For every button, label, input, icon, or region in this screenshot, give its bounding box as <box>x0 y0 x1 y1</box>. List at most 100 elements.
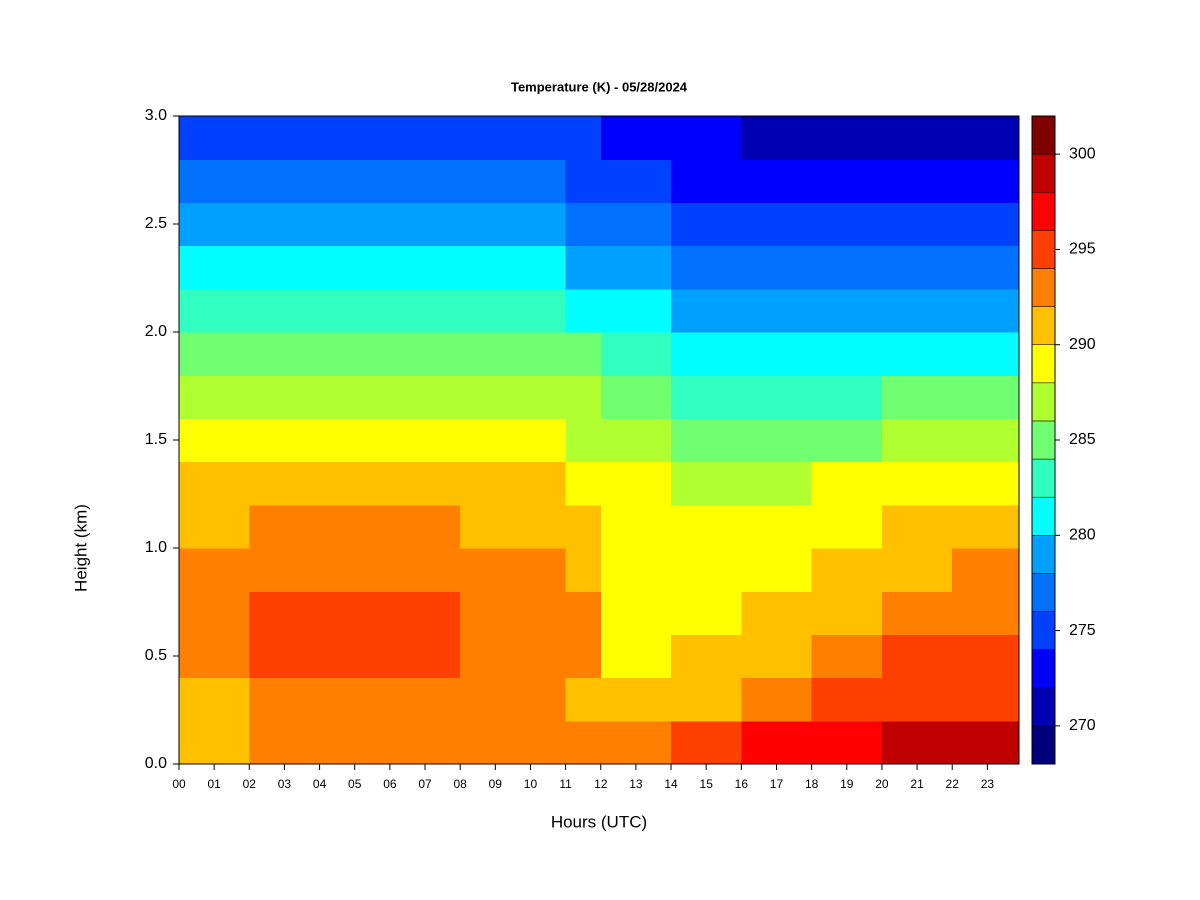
cell <box>495 375 532 419</box>
colorbar-band <box>1031 268 1056 307</box>
cell <box>987 245 1019 290</box>
cell <box>354 461 391 506</box>
cell <box>635 288 672 333</box>
cell <box>635 202 672 247</box>
cell <box>354 418 391 463</box>
cell <box>565 418 602 463</box>
cell <box>635 159 672 203</box>
cell <box>917 245 953 290</box>
cell <box>214 375 250 419</box>
cell <box>530 332 567 376</box>
cell <box>460 332 496 376</box>
cell <box>741 418 778 463</box>
colorbar-band <box>1031 611 1056 650</box>
cell <box>846 202 883 247</box>
cell <box>249 591 286 635</box>
colorbar-band <box>1031 344 1056 384</box>
x-tick-label: 08 <box>453 777 467 791</box>
cell <box>460 634 496 679</box>
cell <box>530 202 567 247</box>
cell <box>776 245 813 290</box>
cell <box>565 504 602 549</box>
cell <box>460 202 496 247</box>
cell <box>425 202 461 247</box>
cell <box>600 245 637 290</box>
cell <box>565 288 602 333</box>
colorbar-band <box>1031 230 1056 269</box>
cell <box>354 288 391 333</box>
x-axis-label: Hours (UTC) <box>551 812 647 831</box>
cell <box>495 245 532 290</box>
colorbar-band <box>1031 687 1056 727</box>
cell <box>881 159 918 203</box>
cell <box>319 548 356 592</box>
cell <box>600 720 637 764</box>
cell <box>425 504 461 549</box>
cell <box>846 548 883 592</box>
cell <box>706 202 742 247</box>
cell <box>425 332 461 376</box>
cell <box>495 461 532 506</box>
cell <box>179 548 215 592</box>
colorbar-band <box>1031 535 1056 574</box>
cell <box>811 591 848 635</box>
cell <box>319 332 356 376</box>
cell <box>425 288 461 333</box>
cell <box>460 720 496 764</box>
colorbar-band <box>1031 725 1056 765</box>
cell <box>846 375 883 419</box>
cell <box>319 504 356 549</box>
cell <box>987 634 1019 679</box>
cell <box>881 288 918 333</box>
cell <box>284 202 321 247</box>
cell <box>917 591 953 635</box>
cell <box>389 720 426 764</box>
cell <box>179 677 215 722</box>
cell <box>214 634 250 679</box>
cell <box>741 504 778 549</box>
cell <box>811 720 848 764</box>
cell <box>389 116 426 160</box>
x-tick-label: 06 <box>383 777 397 791</box>
cell <box>179 720 215 764</box>
cell <box>671 159 707 203</box>
cell <box>530 548 567 592</box>
colorbar-tick-label: 295 <box>1069 241 1096 258</box>
x-tick-label: 16 <box>735 777 749 791</box>
cell <box>706 288 742 333</box>
cell <box>671 548 707 592</box>
cell <box>354 116 391 160</box>
y-tick-label: 0.0 <box>145 755 167 772</box>
cell <box>952 159 988 203</box>
y-axis-label: Height (km) <box>71 504 90 592</box>
x-tick-label: 02 <box>243 777 257 791</box>
cell <box>917 116 953 160</box>
cell <box>600 634 637 679</box>
cell <box>671 634 707 679</box>
cell <box>530 461 567 506</box>
cell <box>214 288 250 333</box>
colorbar-tick-label: 285 <box>1069 431 1096 448</box>
cell <box>425 245 461 290</box>
cell <box>671 202 707 247</box>
x-tick-label: 09 <box>489 777 503 791</box>
y-tick-label: 2.0 <box>145 323 167 340</box>
cell <box>706 677 742 722</box>
cell <box>881 375 918 419</box>
cell <box>987 591 1019 635</box>
cell <box>846 720 883 764</box>
cell <box>179 332 215 376</box>
cell <box>565 202 602 247</box>
cell <box>881 634 918 679</box>
cell <box>811 332 848 376</box>
cell <box>495 159 532 203</box>
colorbar-band <box>1031 573 1056 612</box>
colorbar-band <box>1031 306 1056 345</box>
cell <box>530 159 567 203</box>
cell <box>530 288 567 333</box>
cell <box>635 461 672 506</box>
cell <box>706 418 742 463</box>
cell <box>319 288 356 333</box>
cell <box>987 159 1019 203</box>
cell <box>706 116 742 160</box>
